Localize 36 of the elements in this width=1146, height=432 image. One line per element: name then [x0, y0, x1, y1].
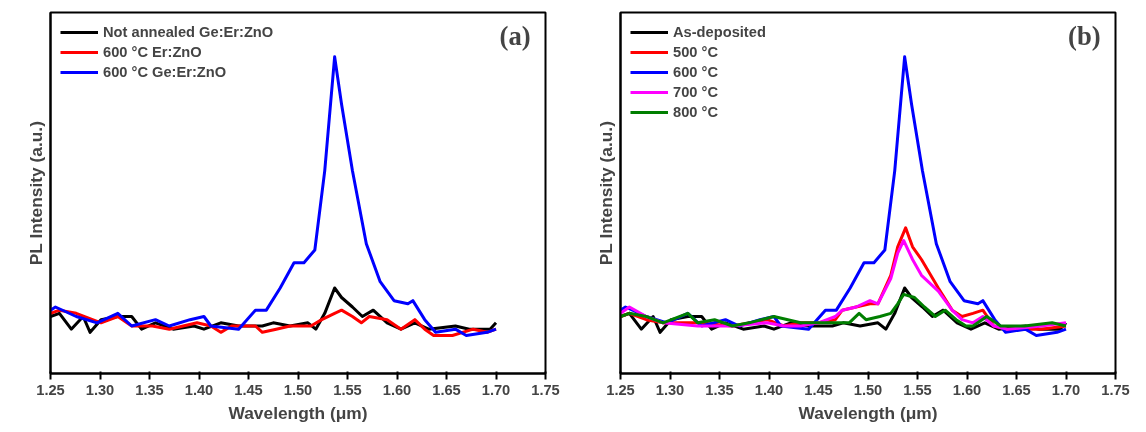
legend-label: 700 °C [673, 84, 718, 100]
text: (b) [1068, 20, 1101, 51]
legend-label: 600 °C Er:ZnO [103, 44, 202, 60]
x-tick-label: 1.30 [85, 381, 115, 398]
x-tick-label: 1.40 [184, 381, 214, 398]
legend-label: 600 °C [673, 64, 718, 80]
x-tick-label: 1.60 [952, 381, 982, 398]
legend-label: 500 °C [673, 44, 718, 60]
x-tick-label: 1.70 [481, 381, 511, 398]
y-axis-title: PL Intensity (a.u.) [25, 121, 46, 266]
legend-label: 600 °C Ge:Er:ZnO [103, 64, 227, 80]
x-tick-label: 1.35 [705, 381, 734, 398]
x-axis-title: Wavelength (μm) [798, 402, 938, 423]
legend-label: As-deposited [673, 24, 766, 40]
x-tick-label: 1.30 [655, 381, 685, 398]
x-tick-label: 1.55 [333, 381, 362, 398]
x-tick-label: 1.75 [531, 381, 560, 398]
y-axis-title: PL Intensity (a.u.) [595, 121, 616, 266]
x-tick-label: 1.70 [1051, 381, 1081, 398]
x-tick-label: 1.50 [283, 381, 313, 398]
x-tick-label: 1.35 [135, 381, 164, 398]
x-tick-label: 1.55 [903, 381, 932, 398]
legend-label: Not annealed Ge:Er:ZnO [103, 24, 274, 40]
x-tick-label: 1.45 [804, 381, 833, 398]
x-tick-label: 1.75 [1101, 381, 1130, 398]
x-axis-title: Wavelength (μm) [228, 402, 368, 423]
x-tick-label: 1.60 [382, 381, 412, 398]
x-tick-label: 1.65 [432, 381, 461, 398]
x-tick-label: 1.45 [234, 381, 263, 398]
x-tick-label: 1.40 [754, 381, 784, 398]
text: (a) [499, 20, 531, 51]
x-tick-label: 1.65 [1002, 381, 1031, 398]
x-tick-label: 1.25 [36, 381, 65, 398]
legend-label: 800 °C [673, 104, 718, 120]
x-tick-label: 1.25 [606, 381, 635, 398]
x-tick-label: 1.50 [853, 381, 883, 398]
